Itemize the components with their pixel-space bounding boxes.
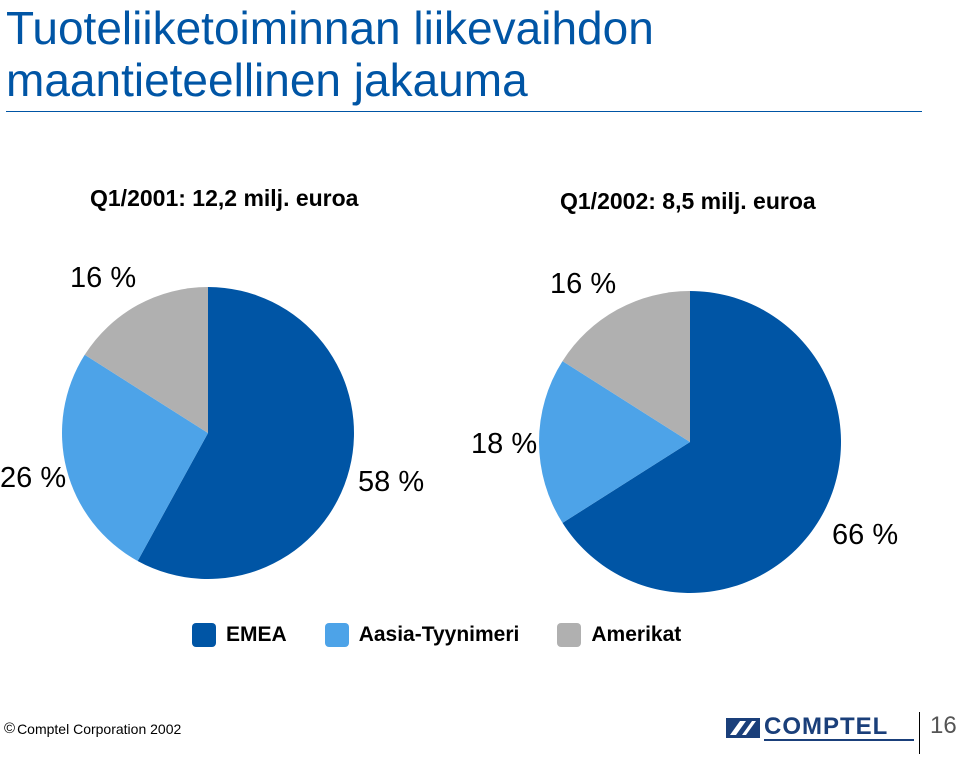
legend-swatch-aasia-tyynimeri	[324, 623, 349, 647]
legend-item-amerikat: Amerikat	[557, 623, 681, 647]
pie-1-label-aasia-tyynimeri: 26 %	[0, 462, 66, 494]
comptel-logo-text: COMPTEL	[764, 713, 889, 740]
chart-2-title: Q1/2002: 8,5 milj. euroa	[560, 188, 816, 214]
pie-2-slice-emea	[562, 291, 842, 593]
legend-label-amerikat: Amerikat	[591, 623, 682, 646]
legend-swatch-amerikat	[557, 623, 582, 647]
legend-label-emea: EMEA	[226, 623, 287, 646]
pie-2-label-emea: 66 %	[832, 519, 898, 551]
pie-chart-q1-2001: 58 % 26 % 16 %	[0, 262, 424, 579]
page-title-line-1: Tuoteliiketoiminnan liikevaihdon	[6, 2, 654, 54]
comptel-logo: COMPTEL	[726, 715, 914, 741]
pie-2-label-amerikat: 16 %	[550, 268, 616, 300]
title-divider	[6, 111, 922, 112]
chart-1-title: Q1/2001: 12,2 milj. euroa	[90, 185, 359, 211]
pie-1-slice-emea	[137, 287, 354, 579]
page-number-divider	[919, 712, 920, 754]
copyright-icon: ©	[4, 720, 16, 737]
pie-1-label-emea: 58 %	[358, 466, 424, 498]
logo-underline	[764, 739, 914, 741]
comptel-logo-mark-icon	[726, 718, 760, 738]
copyright-text: Comptel Corporation 2002	[17, 720, 182, 737]
pie-chart-q1-2002: 66 % 18 % 16 %	[471, 268, 898, 593]
pie-1-slice-amerikat	[84, 287, 208, 433]
legend-item-aasia-tyynimeri: Aasia-Tyynimeri	[324, 623, 520, 647]
legend: EMEA Aasia-Tyynimeri Amerikat	[192, 623, 719, 647]
page-title: Tuoteliiketoiminnan liikevaihdon maantie…	[6, 2, 654, 106]
pie-2-label-aasia-tyynimeri: 18 %	[471, 428, 537, 460]
page-number: 16	[930, 712, 957, 739]
legend-swatch-emea	[192, 623, 216, 647]
pie-1-slice-aasia-tyynimeri	[62, 354, 208, 561]
legend-item-emea: EMEA	[192, 623, 287, 647]
footer-copyright: © Comptel Corporation 2002	[4, 720, 181, 737]
legend-label-aasia-tyynimeri: Aasia-Tyynimeri	[358, 623, 520, 646]
pie-2-slice-amerikat	[562, 291, 690, 442]
pie-1-label-amerikat: 16 %	[70, 262, 136, 294]
pie-2-slice-aasia-tyynimeri	[539, 361, 690, 523]
page-title-line-2: maantieteellinen jakauma	[6, 54, 528, 106]
